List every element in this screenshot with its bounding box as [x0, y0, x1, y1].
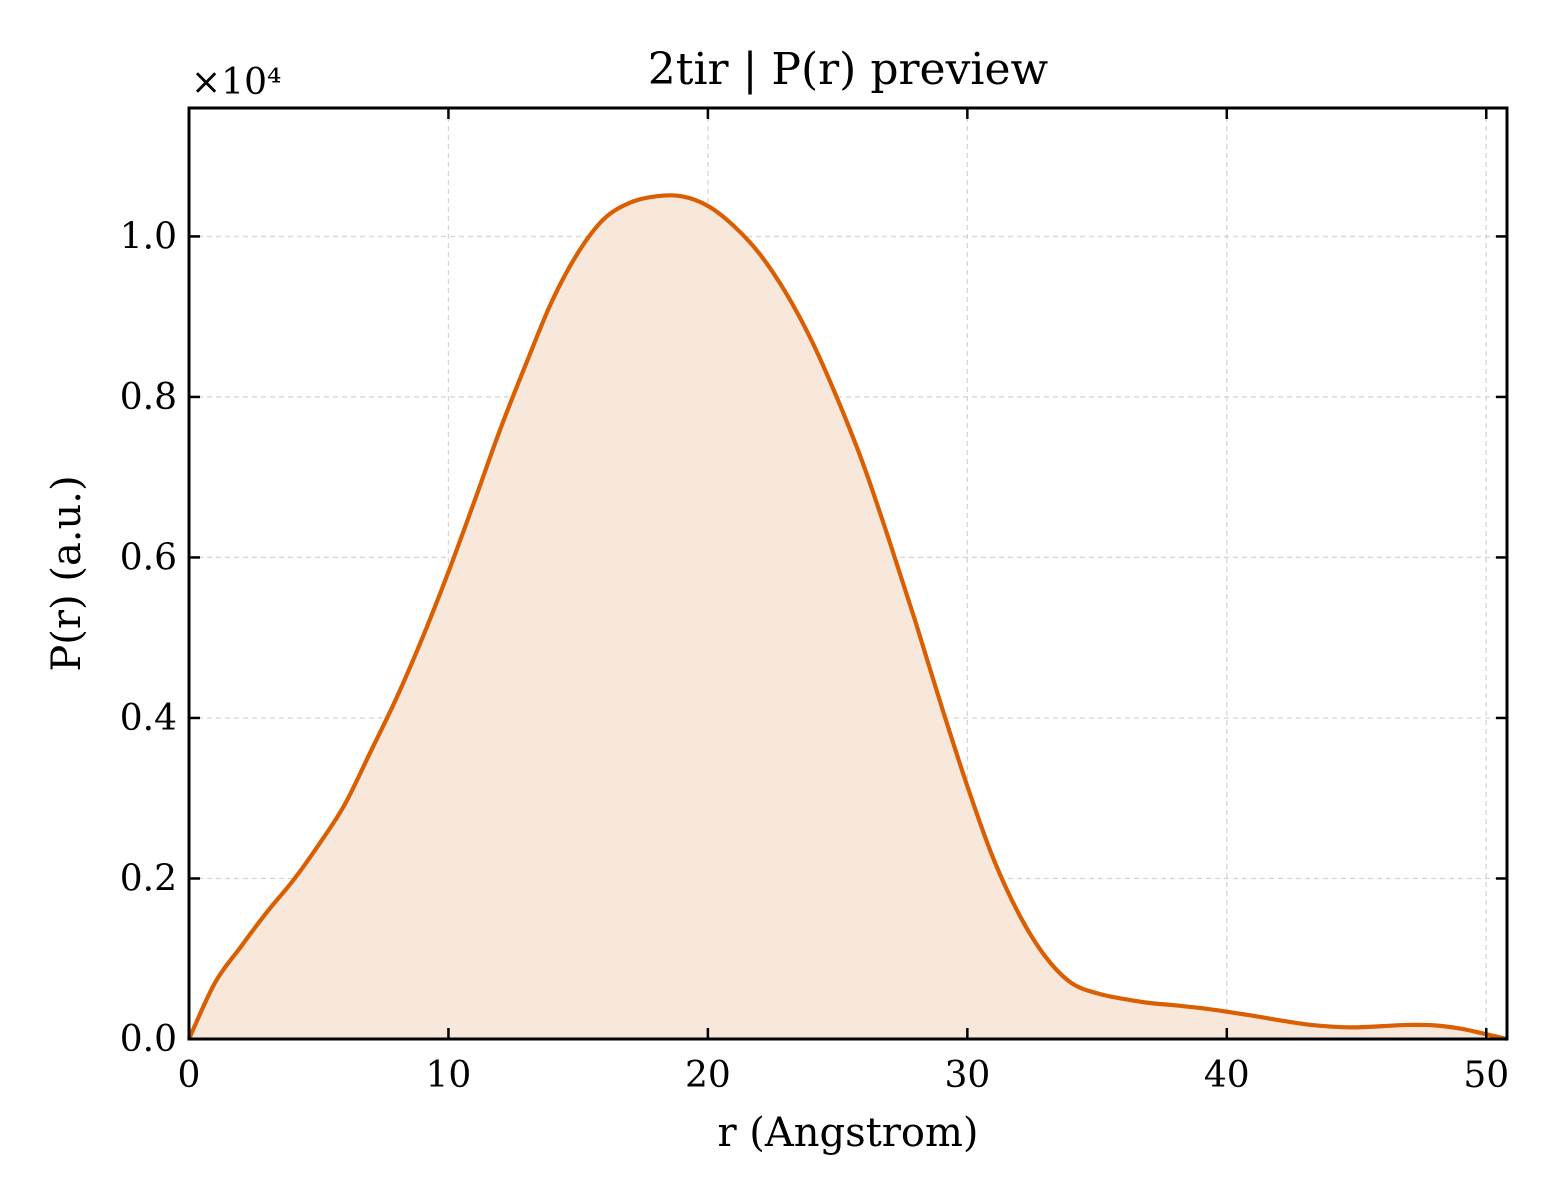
- chart-title: 2tir | P(r) preview: [648, 44, 1049, 95]
- x-tick-label: 30: [944, 1055, 990, 1096]
- plot-frame: [187, 106, 1509, 1041]
- y-tick-label: 0.4: [120, 698, 177, 739]
- pr-area-fill: [189, 195, 1507, 1040]
- y-axis-label: P(r) (a.u.): [44, 475, 90, 671]
- x-tick-label: 0: [178, 1055, 201, 1096]
- y-tick-label: 0.2: [120, 858, 177, 899]
- ticks: 0 10 20 30 40 50 0.0 0.2 0.4 0.6 0.8 1.0: [120, 108, 1509, 1096]
- y-tick-label: 1.0: [120, 216, 177, 257]
- x-axis-label: r (Angstrom): [717, 1110, 978, 1156]
- x-tick-label: 10: [426, 1055, 472, 1096]
- y-tick-label: 0.0: [120, 1019, 177, 1060]
- y-tick-label: 0.8: [120, 377, 177, 418]
- y-tick-label: 0.6: [120, 537, 177, 578]
- pr-curve: [187, 193, 1508, 1042]
- y-offset-label: ×10⁴: [191, 62, 281, 103]
- x-tick-label: 40: [1204, 1055, 1250, 1096]
- x-tick-label: 20: [685, 1055, 731, 1096]
- x-tick-label: 50: [1463, 1055, 1509, 1096]
